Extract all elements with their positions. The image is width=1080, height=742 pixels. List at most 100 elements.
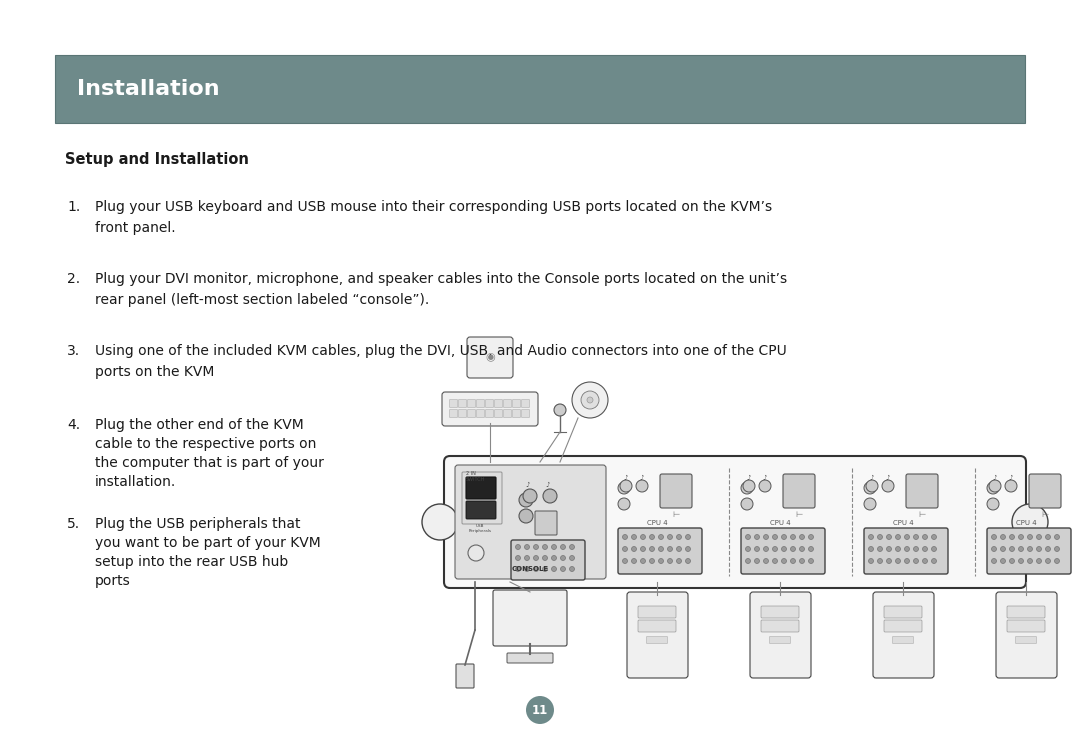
FancyBboxPatch shape: [444, 456, 1026, 588]
Circle shape: [622, 547, 627, 551]
FancyBboxPatch shape: [513, 399, 521, 407]
Text: front panel.: front panel.: [95, 221, 176, 235]
Circle shape: [877, 534, 882, 539]
Circle shape: [1037, 534, 1041, 539]
Circle shape: [864, 498, 876, 510]
Circle shape: [991, 547, 997, 551]
Text: 1.: 1.: [67, 200, 80, 214]
FancyBboxPatch shape: [1029, 474, 1061, 508]
Circle shape: [1054, 559, 1059, 563]
Circle shape: [887, 559, 891, 563]
Circle shape: [895, 547, 901, 551]
Circle shape: [877, 559, 882, 563]
Circle shape: [618, 498, 630, 510]
Circle shape: [1054, 534, 1059, 539]
Circle shape: [622, 559, 627, 563]
Circle shape: [569, 566, 575, 571]
Circle shape: [561, 545, 566, 550]
Circle shape: [659, 547, 663, 551]
Circle shape: [1010, 547, 1014, 551]
FancyBboxPatch shape: [885, 620, 922, 632]
Circle shape: [914, 559, 918, 563]
Circle shape: [1045, 559, 1051, 563]
Circle shape: [519, 493, 534, 507]
FancyBboxPatch shape: [864, 528, 948, 574]
Circle shape: [764, 547, 769, 551]
Circle shape: [914, 547, 918, 551]
Circle shape: [745, 534, 751, 539]
Circle shape: [622, 534, 627, 539]
FancyBboxPatch shape: [522, 410, 529, 418]
Circle shape: [1000, 559, 1005, 563]
Circle shape: [772, 559, 778, 563]
Circle shape: [640, 534, 646, 539]
Circle shape: [1037, 559, 1041, 563]
Circle shape: [618, 482, 630, 494]
FancyBboxPatch shape: [468, 399, 475, 407]
FancyBboxPatch shape: [456, 664, 474, 688]
Circle shape: [1045, 547, 1051, 551]
Text: Plug the USB peripherals that: Plug the USB peripherals that: [95, 517, 300, 531]
Text: ♪: ♪: [993, 475, 997, 481]
FancyBboxPatch shape: [535, 511, 557, 535]
Circle shape: [989, 480, 1001, 492]
Text: ♪: ♪: [746, 475, 752, 481]
FancyBboxPatch shape: [486, 399, 494, 407]
Circle shape: [809, 547, 813, 551]
Circle shape: [686, 559, 690, 563]
Circle shape: [525, 556, 529, 560]
Circle shape: [542, 556, 548, 560]
Circle shape: [667, 559, 673, 563]
Circle shape: [905, 559, 909, 563]
FancyBboxPatch shape: [503, 410, 512, 418]
Text: the computer that is part of your: the computer that is part of your: [95, 456, 324, 470]
Circle shape: [772, 534, 778, 539]
Circle shape: [659, 534, 663, 539]
Text: Using one of the included KVM cables, plug the DVI, USB, and Audio connectors in: Using one of the included KVM cables, pl…: [95, 344, 786, 358]
FancyBboxPatch shape: [750, 592, 811, 678]
Text: Plug your DVI monitor, microphone, and speaker cables into the Console ports loc: Plug your DVI monitor, microphone, and s…: [95, 272, 787, 286]
Circle shape: [914, 534, 918, 539]
Circle shape: [1010, 559, 1014, 563]
FancyBboxPatch shape: [449, 399, 458, 407]
Text: Plug your USB keyboard and USB mouse into their corresponding USB ports located : Plug your USB keyboard and USB mouse int…: [95, 200, 772, 214]
Circle shape: [741, 482, 753, 494]
Circle shape: [552, 566, 556, 571]
Text: ports on the KVM: ports on the KVM: [95, 365, 214, 379]
FancyBboxPatch shape: [55, 55, 1025, 123]
Circle shape: [686, 547, 690, 551]
FancyBboxPatch shape: [455, 465, 606, 579]
Text: Plug the other end of the KVM: Plug the other end of the KVM: [95, 418, 303, 432]
Circle shape: [1037, 547, 1041, 551]
Circle shape: [922, 534, 928, 539]
Circle shape: [745, 547, 751, 551]
Text: CPU 4: CPU 4: [770, 520, 791, 526]
Circle shape: [741, 498, 753, 510]
Circle shape: [468, 545, 484, 561]
FancyBboxPatch shape: [1015, 637, 1037, 643]
Circle shape: [764, 534, 769, 539]
Circle shape: [515, 566, 521, 571]
Circle shape: [569, 556, 575, 560]
Circle shape: [782, 559, 786, 563]
Circle shape: [1027, 559, 1032, 563]
Circle shape: [667, 547, 673, 551]
FancyBboxPatch shape: [769, 637, 791, 643]
Circle shape: [905, 547, 909, 551]
FancyBboxPatch shape: [449, 410, 458, 418]
Circle shape: [525, 566, 529, 571]
Text: cable to the respective ports on: cable to the respective ports on: [95, 437, 316, 451]
FancyBboxPatch shape: [495, 410, 502, 418]
Text: ♪: ♪: [624, 475, 629, 481]
Text: 4.: 4.: [67, 418, 80, 432]
Circle shape: [791, 547, 796, 551]
Text: CPU 4: CPU 4: [893, 520, 914, 526]
Circle shape: [987, 482, 999, 494]
Circle shape: [764, 559, 769, 563]
Circle shape: [931, 534, 936, 539]
FancyBboxPatch shape: [647, 637, 667, 643]
Circle shape: [887, 547, 891, 551]
Circle shape: [422, 504, 458, 540]
FancyBboxPatch shape: [885, 606, 922, 618]
Circle shape: [895, 559, 901, 563]
